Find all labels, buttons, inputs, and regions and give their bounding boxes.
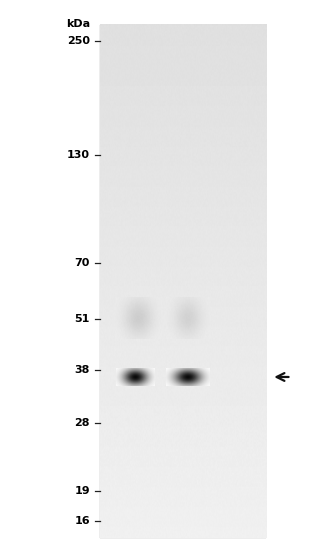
Text: 130: 130 xyxy=(67,150,90,160)
Text: 51: 51 xyxy=(75,313,90,323)
Text: 28: 28 xyxy=(74,418,90,428)
Text: 70: 70 xyxy=(75,259,90,268)
Text: kDa: kDa xyxy=(66,19,90,29)
Text: 38: 38 xyxy=(75,365,90,375)
Bar xyxy=(100,25,266,538)
Text: 16: 16 xyxy=(74,516,90,526)
Text: 19: 19 xyxy=(74,486,90,496)
Text: 250: 250 xyxy=(67,36,90,46)
